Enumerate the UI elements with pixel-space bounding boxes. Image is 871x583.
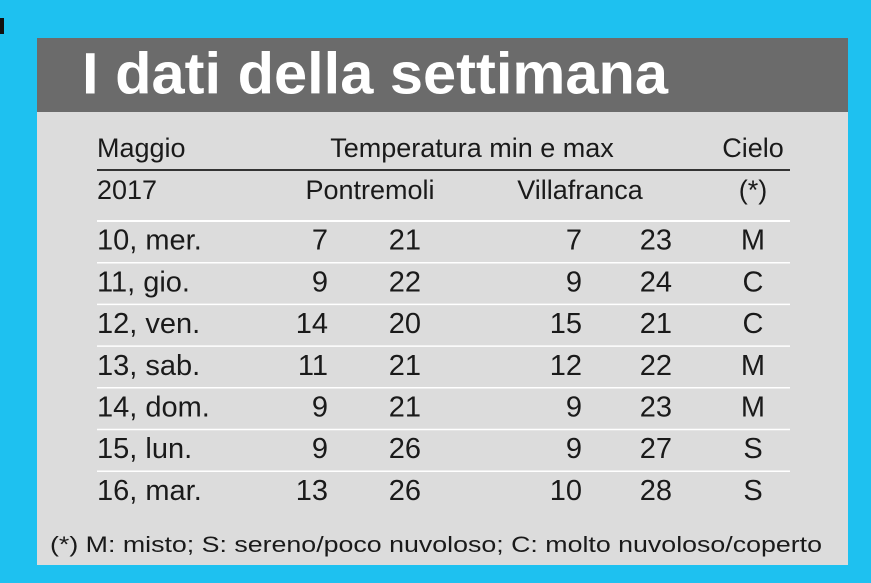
table-cell: 28 — [640, 475, 672, 507]
subheader-cell: (*) — [739, 175, 768, 205]
table-cell: C — [743, 266, 764, 298]
table-cell: 15, lun. — [97, 433, 192, 465]
table-cell: 9 — [566, 433, 582, 465]
table-cell: 16, mar. — [97, 475, 202, 507]
table-cell: 26 — [389, 475, 421, 507]
table-cell: 9 — [566, 391, 582, 423]
table-cell: S — [743, 475, 762, 507]
panel — [37, 38, 848, 565]
table-cell: 23 — [640, 225, 672, 257]
table-cell: 10 — [550, 475, 582, 507]
table-cell: 21 — [389, 225, 421, 257]
table-cell: 12, ven. — [97, 308, 200, 340]
header-cell: Cielo — [722, 133, 784, 163]
subheader-cell: 2017 — [97, 175, 157, 205]
title: I dati della settimana — [82, 41, 669, 106]
subheader-cell: Villafranca — [517, 175, 644, 205]
table-cell: 13 — [296, 475, 328, 507]
table-cell: 11 — [298, 350, 328, 382]
title-bar — [37, 38, 848, 112]
table-cell: 9 — [566, 266, 582, 298]
table-cell: 14, dom. — [97, 391, 210, 423]
table-cell: S — [743, 433, 762, 465]
subheader-cell: Pontremoli — [305, 175, 434, 205]
footnote: (*) M: misto; S: sereno/poco nuvoloso; C… — [50, 532, 822, 557]
table-cell: 14 — [296, 308, 328, 340]
table-cell: 9 — [312, 433, 328, 465]
table-cell: 12 — [550, 350, 582, 382]
header-cell: Maggio — [97, 133, 186, 163]
corner-mark — [0, 18, 4, 34]
header-cell: Temperatura min e max — [330, 133, 614, 163]
table-cell: 23 — [640, 391, 672, 423]
table-cell: 9 — [312, 266, 328, 298]
table-cell: 21 — [389, 391, 421, 423]
table-cell: 9 — [312, 391, 328, 423]
table-cell: 11, gio. — [97, 266, 190, 298]
table-cell: 20 — [389, 308, 421, 340]
table-cell: 13, sab. — [97, 350, 200, 382]
table-cell: 24 — [640, 266, 672, 298]
table-cell: C — [743, 308, 764, 340]
table-cell: 21 — [389, 350, 421, 382]
table-cell: 26 — [389, 433, 421, 465]
table-cell: 22 — [640, 350, 672, 382]
table-cell: 21 — [640, 308, 672, 340]
table-cell: M — [741, 225, 765, 257]
table-cell: 22 — [389, 266, 421, 298]
table-cell: 10, mer. — [97, 225, 202, 257]
table-cell: 15 — [550, 308, 582, 340]
table-cell: 27 — [640, 433, 672, 465]
table-cell: 7 — [566, 225, 582, 257]
table-cell: M — [741, 350, 765, 382]
table-cell: M — [741, 391, 765, 423]
table-cell: 7 — [312, 225, 328, 257]
